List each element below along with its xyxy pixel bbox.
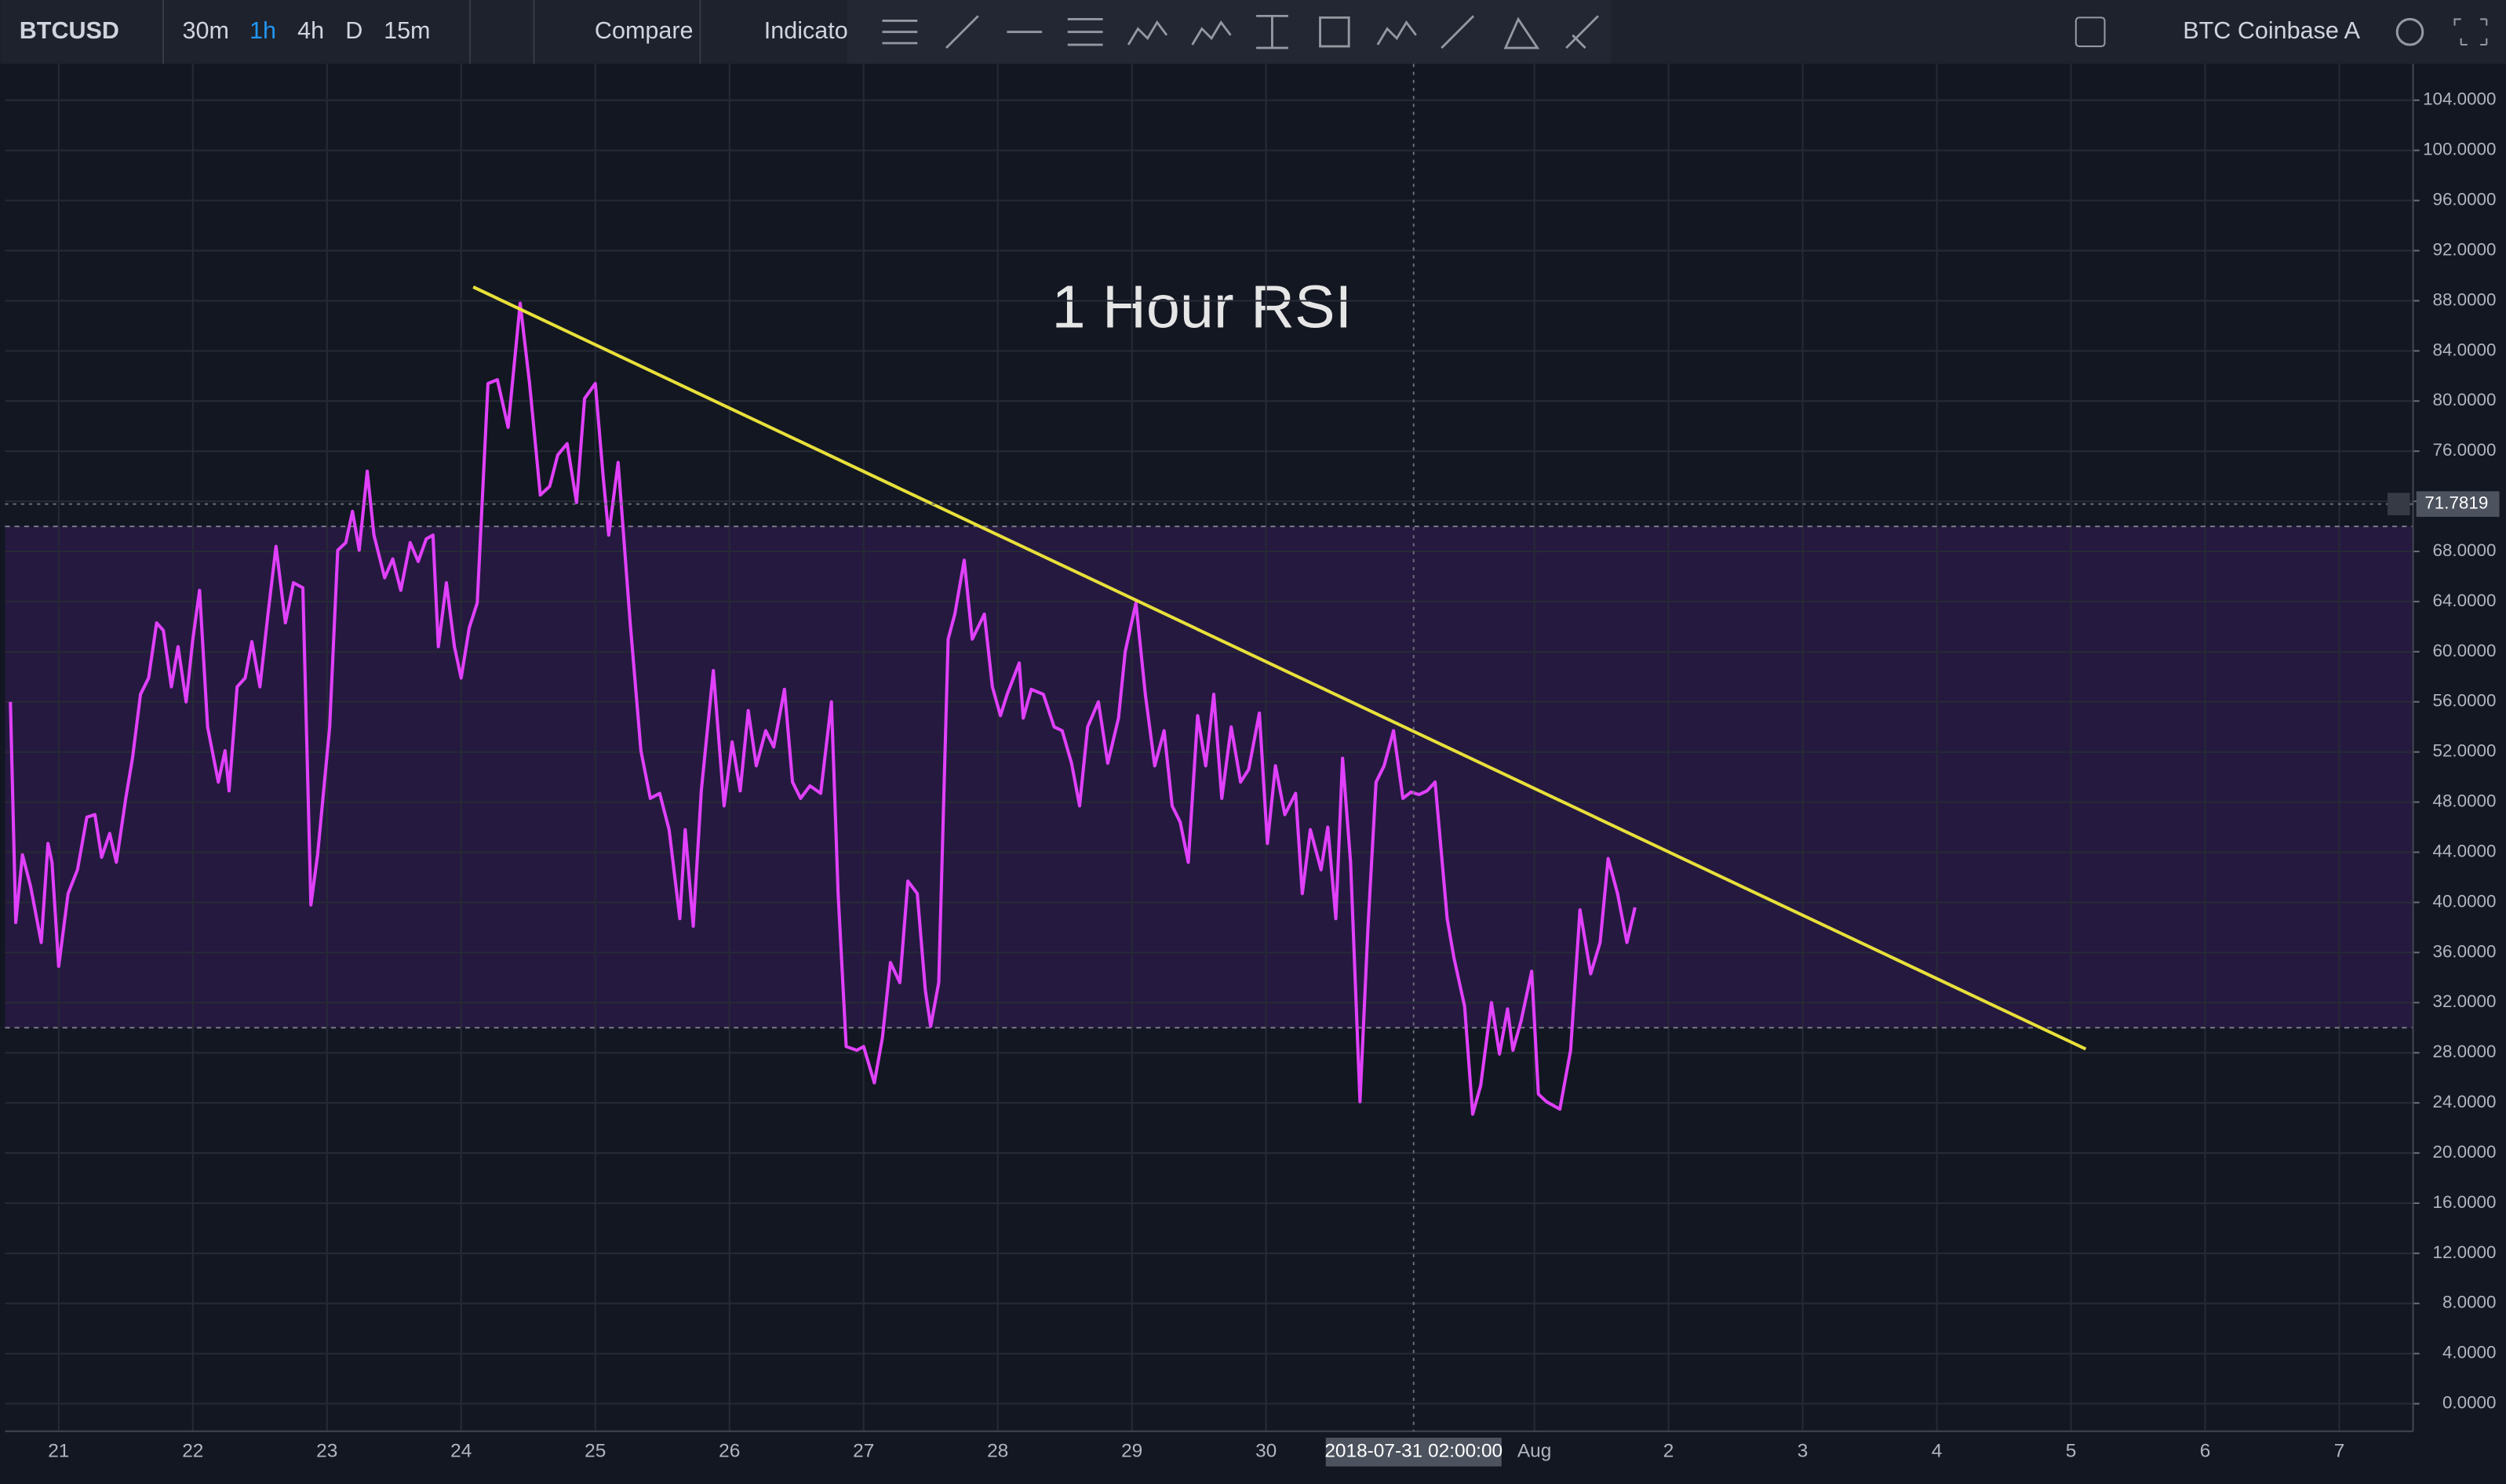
tool-icon[interactable]: [945, 15, 979, 49]
y-tick-label: 56.0000: [2433, 691, 2497, 711]
x-tick-label: 29: [1121, 1441, 1142, 1462]
y-tick-label: 76.0000: [2433, 440, 2497, 460]
tool-icon[interactable]: [1127, 20, 1168, 45]
y-tick-label: 92.0000: [2433, 239, 2497, 259]
y-tick-label: 0.0000: [2442, 1393, 2496, 1413]
tool-icon[interactable]: [1376, 20, 1417, 45]
x-tick-label: 6: [2200, 1441, 2211, 1462]
chart-title: 1 Hour RSI: [1051, 274, 1352, 341]
y-tick-label: 88.0000: [2433, 289, 2497, 309]
crosshair-x-label-bg: [1325, 1437, 1502, 1467]
tool-icon[interactable]: [1319, 16, 1350, 48]
interval[interactable]: D: [345, 17, 362, 44]
y-tick-label: 20.0000: [2433, 1142, 2497, 1162]
tool-icon[interactable]: [1565, 15, 1599, 49]
y-tick-label: 12.0000: [2433, 1242, 2497, 1262]
tool-icon[interactable]: [1441, 15, 1475, 49]
y-tick-label: 64.0000: [2433, 591, 2497, 610]
rsi-band: [5, 526, 2413, 1028]
x-tick-label: 3: [1798, 1441, 1808, 1462]
x-tick-label: 23: [316, 1441, 337, 1462]
x-tick-label: 2: [1663, 1441, 1674, 1462]
interval[interactable]: 1h: [250, 17, 276, 44]
x-tick-label: 30: [1255, 1441, 1277, 1462]
data-source[interactable]: BTC Coinbase A: [2183, 17, 2360, 44]
x-tick-label: Aug: [1517, 1441, 1551, 1462]
tool-icon[interactable]: [1067, 18, 1103, 46]
y-tick-label: 60.0000: [2433, 641, 2497, 660]
x-tick-label: 21: [48, 1441, 69, 1462]
compare-button[interactable]: Compare: [595, 17, 694, 44]
rsi-line: [9, 301, 1637, 1116]
interval[interactable]: 15m: [384, 17, 430, 44]
interval[interactable]: 30m: [182, 17, 228, 44]
trendline: [472, 286, 2087, 1051]
drawing-tools: [882, 14, 1599, 49]
y-tick-label: 80.0000: [2433, 390, 2497, 409]
indicators-button[interactable]: Indicato: [764, 17, 848, 44]
y-tick-label: 44.0000: [2433, 841, 2497, 860]
x-tick-label: 28: [987, 1441, 1008, 1462]
y-tick-label: 4.0000: [2442, 1343, 2496, 1362]
y-tick-label: 24.0000: [2433, 1092, 2497, 1111]
y-tick-label: 32.0000: [2433, 991, 2497, 1011]
tool-icon[interactable]: [1256, 14, 1288, 49]
crosshair-plus: [2387, 493, 2410, 515]
x-tick-label: 25: [585, 1441, 606, 1462]
tool-icon[interactable]: [882, 20, 918, 45]
x-tick-label: 26: [719, 1441, 740, 1462]
layout-button[interactable]: [2074, 16, 2106, 48]
x-tick-label: 27: [853, 1441, 874, 1462]
crosshair-y-label-bg: [2416, 491, 2500, 517]
y-tick-label: 8.0000: [2442, 1293, 2496, 1312]
tool-icon[interactable]: [1191, 20, 1232, 45]
crosshair-x-label: 2018-07-31 02:00:00: [1324, 1441, 1503, 1462]
tool-icon[interactable]: [1503, 16, 1540, 49]
y-tick-label: 104.0000: [2423, 89, 2496, 109]
x-tick-label: 22: [182, 1441, 203, 1462]
y-tick-label: 96.0000: [2433, 190, 2497, 209]
x-tick-label: 4: [1932, 1441, 1943, 1462]
fullscreen-button[interactable]: [2453, 18, 2488, 46]
y-tick-label: 52.0000: [2433, 741, 2497, 761]
x-tick-label: 24: [450, 1441, 472, 1462]
x-tick-label: 5: [2066, 1441, 2077, 1462]
interval[interactable]: 4h: [297, 17, 324, 44]
symbol[interactable]: BTCUSD: [20, 17, 119, 44]
y-tick-label: 16.0000: [2433, 1192, 2497, 1212]
y-tick-label: 100.0000: [2423, 140, 2496, 159]
settings-button[interactable]: [2395, 17, 2424, 46]
y-tick-label: 68.0000: [2433, 540, 2497, 560]
y-tick-label: 48.0000: [2433, 791, 2497, 811]
y-tick-label: 84.0000: [2433, 340, 2497, 359]
y-tick-label: 28.0000: [2433, 1042, 2497, 1061]
y-tick-label: 36.0000: [2433, 941, 2497, 961]
y-tick-label: 40.0000: [2433, 891, 2497, 911]
x-tick-label: 7: [2334, 1441, 2345, 1462]
crosshair-y-label: 71.7819: [2424, 493, 2488, 513]
